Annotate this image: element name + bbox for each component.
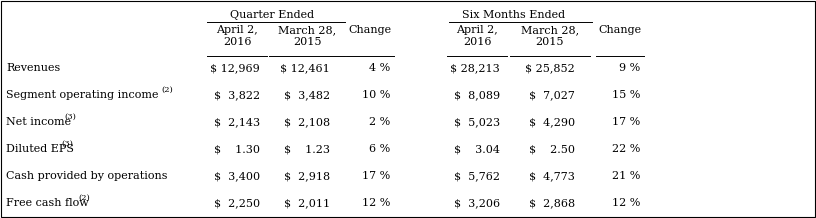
Text: 22 %: 22 % — [612, 144, 640, 154]
Text: Change: Change — [598, 25, 641, 35]
Text: $    2.50: $ 2.50 — [529, 144, 575, 154]
Text: Change: Change — [348, 25, 392, 35]
Text: Quarter Ended: Quarter Ended — [230, 10, 314, 20]
Text: March 28,
2015: March 28, 2015 — [521, 25, 579, 47]
Text: Revenues: Revenues — [6, 63, 60, 73]
Text: 6 %: 6 % — [369, 144, 390, 154]
Text: 21 %: 21 % — [612, 171, 640, 181]
Text: $ 12,461: $ 12,461 — [280, 63, 330, 73]
Text: $  2,108: $ 2,108 — [284, 117, 330, 127]
Text: (3): (3) — [64, 113, 76, 121]
Text: 4 %: 4 % — [369, 63, 390, 73]
Text: $  7,027: $ 7,027 — [529, 90, 575, 100]
Text: Cash provided by operations: Cash provided by operations — [6, 171, 167, 181]
Text: $  2,918: $ 2,918 — [284, 171, 330, 181]
Text: $  2,011: $ 2,011 — [284, 198, 330, 208]
Text: $ 28,213: $ 28,213 — [450, 63, 500, 73]
Text: March 28,
2015: March 28, 2015 — [278, 25, 336, 47]
Text: $  2,868: $ 2,868 — [529, 198, 575, 208]
Text: $  3,400: $ 3,400 — [214, 171, 260, 181]
Text: Free cash flow: Free cash flow — [6, 198, 89, 208]
Text: 17 %: 17 % — [612, 117, 640, 127]
Text: Six Months Ended: Six Months Ended — [462, 10, 565, 20]
Text: $ 25,852: $ 25,852 — [526, 63, 575, 73]
Text: $    1.23: $ 1.23 — [284, 144, 330, 154]
Text: $  5,762: $ 5,762 — [454, 171, 500, 181]
Text: 10 %: 10 % — [361, 90, 390, 100]
Text: April 2,
2016: April 2, 2016 — [456, 25, 498, 47]
Text: $  2,250: $ 2,250 — [214, 198, 260, 208]
Text: 2 %: 2 % — [369, 117, 390, 127]
Text: (3): (3) — [61, 140, 73, 148]
Text: 15 %: 15 % — [612, 90, 640, 100]
Text: $  3,206: $ 3,206 — [454, 198, 500, 208]
Text: 12 %: 12 % — [612, 198, 640, 208]
Text: $    1.30: $ 1.30 — [214, 144, 260, 154]
Text: $  5,023: $ 5,023 — [454, 117, 500, 127]
Text: $ 12,969: $ 12,969 — [211, 63, 260, 73]
Text: 9 %: 9 % — [619, 63, 640, 73]
Text: (2): (2) — [78, 194, 90, 202]
Text: Net income: Net income — [6, 117, 71, 127]
Text: Diluted EPS: Diluted EPS — [6, 144, 74, 154]
Text: 12 %: 12 % — [361, 198, 390, 208]
Text: $  2,143: $ 2,143 — [214, 117, 260, 127]
Text: $  3,482: $ 3,482 — [284, 90, 330, 100]
Text: (2): (2) — [161, 86, 173, 94]
Text: $    3.04: $ 3.04 — [454, 144, 500, 154]
Text: $  8,089: $ 8,089 — [454, 90, 500, 100]
Text: April 2,
2016: April 2, 2016 — [216, 25, 258, 47]
Text: Segment operating income: Segment operating income — [6, 90, 158, 100]
Text: $  3,822: $ 3,822 — [214, 90, 260, 100]
Text: $  4,773: $ 4,773 — [529, 171, 575, 181]
Text: $  4,290: $ 4,290 — [529, 117, 575, 127]
Text: 17 %: 17 % — [361, 171, 390, 181]
